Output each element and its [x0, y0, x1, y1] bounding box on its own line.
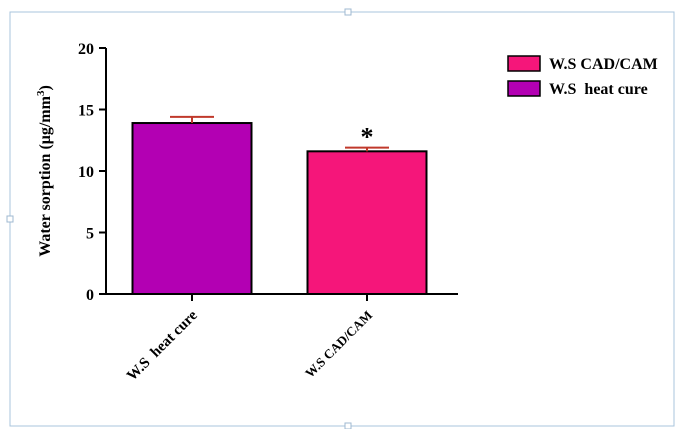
significance-marker: *	[361, 123, 374, 152]
x-ticks: W.S heat cure W.S CAD/CAM	[124, 294, 375, 384]
legend-swatch	[507, 55, 541, 72]
y-tick-label: 20	[78, 41, 94, 58]
y-tick-label: 0	[86, 287, 94, 304]
resize-handle-bottom[interactable]	[344, 422, 352, 430]
bar-2	[306, 150, 428, 295]
y-axis-label: Water sorption (μg/mm3)	[35, 85, 54, 257]
y-tick-label: 15	[78, 103, 94, 120]
bars: *	[131, 115, 428, 295]
legend-label: W.S heat cure	[549, 81, 648, 98]
legend-swatch	[507, 80, 541, 97]
legend: W.S CAD/CAM W.S heat cure	[507, 55, 658, 98]
y-tick-label: 10	[78, 164, 94, 181]
y-tick-label: 5	[86, 226, 94, 243]
resize-handle-left[interactable]	[6, 215, 14, 223]
y-ticks: 0 5 10 15 20	[78, 41, 106, 304]
resize-handle-top[interactable]	[344, 8, 352, 16]
x-tick-label: W.S heat cure	[124, 307, 201, 384]
legend-label: W.S CAD/CAM	[549, 56, 658, 73]
bar-1	[131, 122, 253, 295]
x-tick-label: W.S CAD/CAM	[302, 308, 375, 381]
